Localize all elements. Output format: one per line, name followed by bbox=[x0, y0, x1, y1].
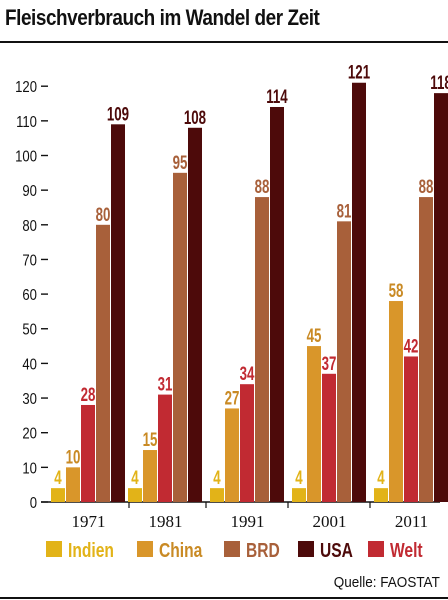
x-tick-label-2011: 2011 bbox=[395, 512, 428, 531]
data-label-brd-2011: 88 bbox=[419, 177, 434, 198]
data-label-welt-2001: 37 bbox=[322, 354, 337, 375]
data-label-china-1991: 27 bbox=[225, 388, 240, 409]
y-tick-label: 10 bbox=[22, 460, 37, 477]
data-label-indien-1981: 4 bbox=[131, 468, 139, 489]
chart-title: Fleischverbrauch im Wandel der Zeit bbox=[5, 5, 320, 30]
y-tick-label: 20 bbox=[22, 426, 37, 443]
data-label-indien-2001: 4 bbox=[295, 468, 303, 489]
legend-swatch-brd bbox=[224, 541, 240, 557]
bar-brd-2011 bbox=[419, 197, 433, 502]
source-note: Quelle: FAOSTAT bbox=[333, 574, 440, 591]
bar-usa-1991 bbox=[270, 106, 284, 503]
bar-china-1971 bbox=[66, 467, 80, 502]
data-label-brd-2001: 81 bbox=[337, 201, 352, 222]
bar-indien-2011 bbox=[374, 488, 388, 502]
data-label-usa-2011: 118 bbox=[430, 73, 448, 94]
y-tick-label: 80 bbox=[22, 218, 37, 235]
bar-welt-2001 bbox=[322, 373, 336, 502]
legend-label-brd: BRD bbox=[246, 539, 280, 561]
data-label-indien-2011: 4 bbox=[377, 468, 385, 489]
bar-china-2011 bbox=[389, 301, 403, 502]
legend-label-welt: Welt bbox=[390, 539, 423, 561]
data-label-china-2001: 45 bbox=[307, 326, 322, 347]
bar-china-2001 bbox=[307, 346, 321, 502]
bar-brd-1981 bbox=[173, 172, 187, 502]
data-label-welt-2011: 42 bbox=[404, 336, 419, 357]
x-tick-label-1991: 1991 bbox=[231, 512, 265, 531]
y-tick-label: 0 bbox=[30, 495, 37, 512]
data-label-usa-1981: 108 bbox=[184, 108, 206, 129]
data-label-welt-1981: 31 bbox=[158, 374, 173, 395]
data-label-welt-1971: 28 bbox=[81, 385, 96, 406]
bar-welt-1991 bbox=[240, 384, 254, 502]
data-label-usa-2001: 121 bbox=[348, 63, 370, 84]
data-label-usa-1991: 114 bbox=[266, 87, 288, 108]
bar-brd-1971 bbox=[96, 224, 110, 503]
title-rule bbox=[0, 41, 448, 43]
data-label-china-1971: 10 bbox=[66, 447, 81, 468]
bar-china-1991 bbox=[225, 408, 239, 502]
data-label-brd-1991: 88 bbox=[255, 177, 270, 198]
bar-indien-2001 bbox=[292, 488, 306, 502]
x-tick-label-2001: 2001 bbox=[313, 512, 347, 531]
y-tick-label: 70 bbox=[22, 252, 37, 269]
data-label-welt-1991: 34 bbox=[240, 364, 255, 385]
data-label-usa-1971: 109 bbox=[107, 104, 129, 125]
legend-label-usa: USA bbox=[320, 539, 353, 561]
bar-usa-1981 bbox=[188, 127, 202, 502]
bar-indien-1981 bbox=[128, 488, 142, 502]
bar-welt-2011 bbox=[404, 356, 418, 502]
bar-welt-1981 bbox=[158, 394, 172, 502]
y-tick-label: 30 bbox=[22, 391, 37, 408]
legend-swatch-welt bbox=[368, 541, 384, 557]
bottom-rule bbox=[0, 597, 448, 599]
y-tick-label: 120 bbox=[15, 79, 37, 96]
x-tick-label-1981: 1981 bbox=[149, 512, 183, 531]
bar-indien-1971 bbox=[51, 488, 65, 502]
data-label-china-2011: 58 bbox=[389, 281, 404, 302]
legend-swatch-indien bbox=[46, 541, 62, 557]
x-tick-label-1971: 1971 bbox=[72, 512, 106, 531]
y-tick-label: 60 bbox=[22, 287, 37, 304]
bar-welt-1971 bbox=[81, 404, 95, 502]
bar-usa-2011 bbox=[434, 93, 448, 502]
bar-china-1981 bbox=[143, 450, 157, 502]
y-tick-label: 90 bbox=[22, 183, 37, 200]
bar-indien-1991 bbox=[210, 488, 224, 502]
y-tick-label: 40 bbox=[22, 356, 37, 373]
bar-brd-2001 bbox=[337, 221, 351, 502]
legend-swatch-usa bbox=[298, 541, 314, 557]
bar-usa-2001 bbox=[352, 82, 366, 503]
data-label-china-1981: 15 bbox=[143, 430, 158, 451]
legend-label-china: China bbox=[159, 539, 203, 561]
data-label-brd-1971: 80 bbox=[96, 205, 111, 226]
y-tick-label: 50 bbox=[22, 322, 37, 339]
data-label-indien-1991: 4 bbox=[213, 468, 221, 489]
data-label-brd-1981: 95 bbox=[173, 153, 188, 174]
legend-swatch-china bbox=[137, 541, 153, 557]
bar-usa-1971 bbox=[111, 124, 125, 502]
y-tick-label: 110 bbox=[16, 114, 37, 131]
legend-label-indien: Indien bbox=[68, 539, 114, 561]
y-tick-label: 100 bbox=[15, 148, 37, 165]
data-label-indien-1971: 4 bbox=[54, 468, 62, 489]
bar-brd-1991 bbox=[255, 197, 269, 502]
